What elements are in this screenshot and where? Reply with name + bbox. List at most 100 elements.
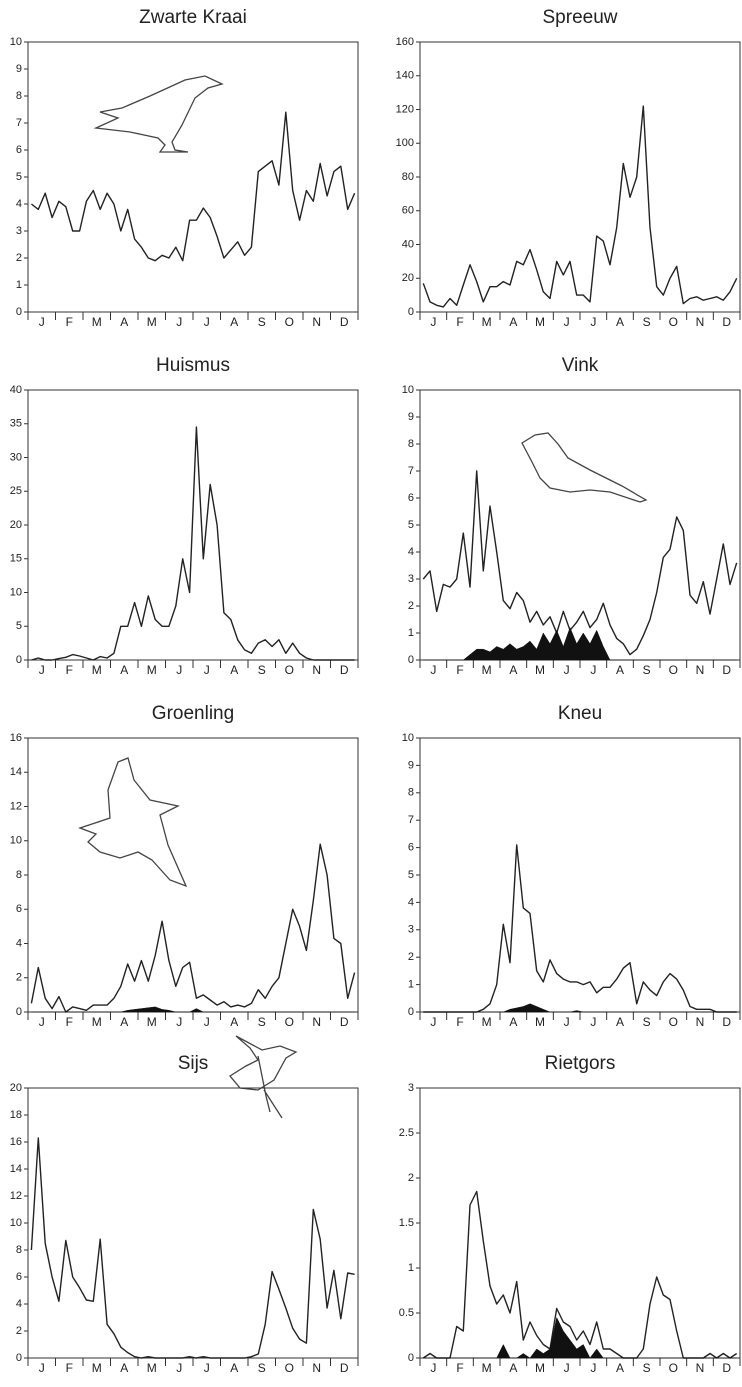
x-tick-label: J	[430, 1361, 436, 1375]
area	[423, 626, 737, 661]
x-tick-label: N	[312, 315, 321, 329]
y-tick-label: 4	[16, 198, 22, 210]
x-tick-label: D	[340, 663, 349, 677]
x-tick-label: J	[39, 315, 45, 329]
y-tick-label: 7	[16, 117, 22, 129]
x-tick-label: J	[564, 315, 570, 329]
greenfinch-drawing	[78, 757, 188, 888]
x-tick-label: D	[722, 1361, 731, 1375]
x-tick-label: A	[616, 1361, 624, 1375]
y-tick-label: 0	[16, 1352, 22, 1364]
y-tick-label: 1	[408, 1262, 414, 1274]
x-tick-label: A	[509, 315, 517, 329]
y-tick-label: 4	[408, 546, 414, 558]
x-tick-label: D	[722, 1015, 731, 1029]
line	[30, 1137, 355, 1359]
x-tick-label: F	[66, 663, 73, 677]
x-tick-label: J	[176, 315, 182, 329]
x-tick-label: S	[258, 1015, 266, 1029]
chart-panel: Groenling 0 2 4 6 8 10 12 14 16 J F M A M J J A S O N D	[10, 703, 359, 1029]
chart-title: Zwarte Kraai	[139, 7, 247, 28]
x-tick-label: S	[258, 1361, 266, 1375]
y-tick-label: 6	[408, 842, 414, 854]
x-tick-label: O	[285, 1361, 294, 1375]
y-tick-label: 80	[402, 171, 414, 183]
y-tick-label: 1	[16, 279, 22, 291]
x-tick-label: M	[147, 1361, 157, 1375]
x-tick-label: A	[230, 315, 238, 329]
x-tick-label: S	[258, 663, 266, 677]
x-tick-label: F	[456, 1361, 463, 1375]
x-tick-label: A	[616, 663, 624, 677]
y-tick-label: 6	[16, 903, 22, 915]
y-tick-label: 40	[402, 238, 414, 250]
plot-frame	[419, 389, 741, 661]
area	[31, 1006, 355, 1013]
y-tick-label: 0	[16, 654, 22, 666]
x-tick-label: J	[590, 663, 596, 677]
x-tick-label: J	[564, 1015, 570, 1029]
x-tick-label: S	[643, 315, 651, 329]
y-tick-label: 5	[16, 620, 22, 632]
y-tick-label: 7	[408, 465, 414, 477]
x-tick-label: J	[204, 663, 210, 677]
y-tick-label: 25	[10, 485, 22, 497]
x-tick-label: A	[230, 663, 238, 677]
x-tick-label: J	[590, 315, 596, 329]
chart-panel: Rietgors 0 0.5 1 1.5 2 2.5 3 J F M A M J J A S O N D	[399, 1053, 741, 1375]
chart-title: Sijs	[178, 1053, 209, 1074]
finch-drawing	[521, 432, 648, 503]
y-tick-label: 3	[408, 1082, 414, 1094]
x-tick-label: F	[66, 1361, 73, 1375]
plot-frame	[27, 1087, 359, 1359]
y-tick-label: 2	[16, 1325, 22, 1337]
x-tick-label: N	[312, 1015, 321, 1029]
x-tick-label: J	[176, 663, 182, 677]
y-tick-label: 6	[16, 1271, 22, 1283]
y-tick-label: 12	[10, 800, 22, 812]
x-tick-label: M	[147, 315, 157, 329]
y-tick-label: 0	[16, 306, 22, 318]
y-tick-label: 5	[408, 519, 414, 531]
y-tick-label: 60	[402, 205, 414, 217]
x-tick-label: D	[722, 663, 731, 677]
y-tick-label: 0	[408, 654, 414, 666]
x-tick-label: S	[643, 1361, 651, 1375]
y-tick-label: 10	[10, 835, 22, 847]
line	[422, 1190, 738, 1359]
chart-panel: Huismus 0 5 10 15 20 25 30 35 40 J F M A M J J A S O N D	[10, 355, 359, 677]
y-tick-label: 4	[16, 937, 22, 949]
crow-drawing	[93, 75, 224, 153]
y-tick-label: 5	[16, 171, 22, 183]
x-tick-label: A	[120, 1015, 128, 1029]
x-tick-label: J	[590, 1361, 596, 1375]
x-tick-label: A	[616, 1015, 624, 1029]
y-tick-label: 15	[10, 553, 22, 565]
x-tick-label: A	[616, 315, 624, 329]
y-tick-label: 35	[10, 418, 22, 430]
x-tick-label: A	[509, 1361, 517, 1375]
y-tick-label: 40	[10, 384, 22, 396]
x-tick-label: O	[285, 315, 294, 329]
x-tick-label: O	[669, 1015, 678, 1029]
line	[31, 426, 355, 661]
y-tick-label: 6	[408, 492, 414, 504]
x-tick-label: J	[430, 315, 436, 329]
x-tick-label: M	[92, 663, 102, 677]
x-tick-label: M	[92, 1361, 102, 1375]
x-tick-label: M	[482, 1361, 492, 1375]
line	[30, 843, 356, 1013]
y-tick-label: 2	[408, 600, 414, 612]
chart-title: Spreeuw	[543, 7, 618, 28]
y-tick-label: 5	[408, 869, 414, 881]
x-tick-label: J	[590, 1015, 596, 1029]
x-tick-label: J	[204, 1361, 210, 1375]
x-tick-label: A	[509, 1015, 517, 1029]
y-tick-label: 2	[408, 1172, 414, 1184]
x-tick-label: J	[204, 315, 210, 329]
y-tick-label: 2	[408, 951, 414, 963]
y-tick-label: 3	[408, 573, 414, 585]
y-tick-label: 6	[16, 144, 22, 156]
area	[423, 1003, 737, 1013]
y-tick-label: 2	[16, 252, 22, 264]
